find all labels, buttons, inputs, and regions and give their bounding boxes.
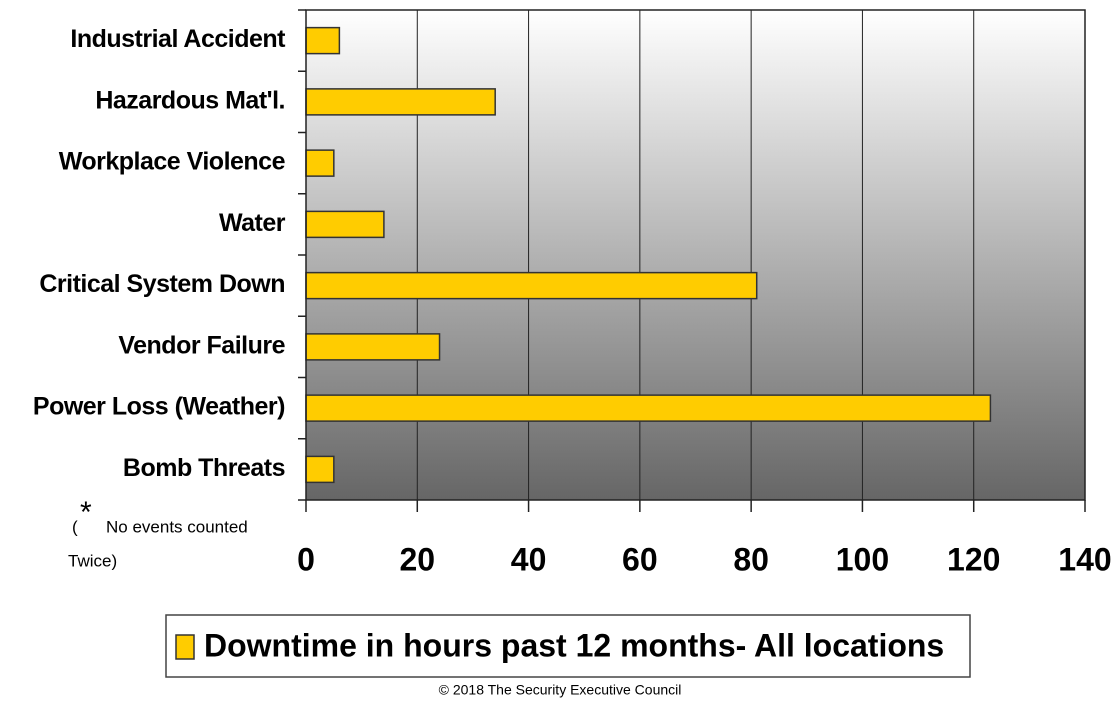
plot-area	[306, 10, 1085, 500]
note-star: *	[80, 496, 92, 529]
bar	[305, 333, 441, 361]
bar	[305, 394, 992, 422]
x-tick-label: 0	[297, 541, 315, 577]
y-tick-label: Power Loss (Weather)	[33, 393, 285, 421]
y-tick-label: Bomb Threats	[123, 454, 285, 482]
bar	[305, 149, 335, 177]
bar	[305, 271, 758, 300]
bar	[305, 210, 385, 239]
footer: © 2018 The Security Executive Council	[439, 682, 682, 698]
y-tick-label: Workplace Violence	[59, 148, 286, 176]
y-tick-label: Critical System Down	[39, 270, 285, 298]
x-tick-label: 100	[836, 541, 889, 577]
legend-label: Downtime in hours past 12 months- All lo…	[204, 627, 944, 663]
note-close: Twice)	[68, 551, 117, 570]
note-text: No events counted	[106, 517, 248, 536]
bar	[305, 88, 496, 116]
y-tick-label: Hazardous Mat'l.	[95, 86, 285, 114]
x-tick-label: 40	[511, 541, 547, 577]
bar	[305, 26, 341, 55]
x-tick-label: 60	[622, 541, 658, 577]
bar	[305, 455, 335, 484]
x-tick-label: 80	[733, 541, 769, 577]
x-tick-label: 140	[1058, 541, 1111, 577]
y-tick-label: Vendor Failure	[118, 331, 285, 359]
x-tick-label: 20	[399, 541, 435, 577]
note-open: (	[72, 517, 78, 536]
y-tick-label: Industrial Accident	[70, 25, 286, 53]
legend-swatch	[175, 634, 195, 660]
y-tick-label: Water	[219, 209, 286, 237]
legend-box	[165, 614, 971, 678]
x-tick-label: 120	[947, 541, 1000, 577]
